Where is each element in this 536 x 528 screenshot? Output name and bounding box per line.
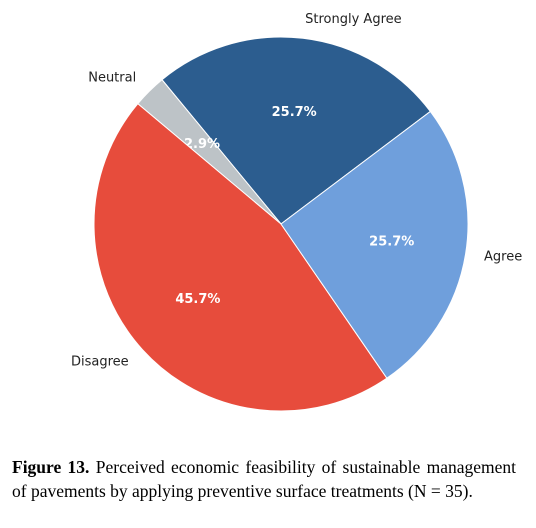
slice-label: Agree — [484, 250, 522, 265]
value-label: 25.7% — [272, 105, 317, 120]
caption-label: Figure 13. — [12, 457, 90, 477]
value-label: 45.7% — [175, 292, 220, 307]
pie-slice — [161, 36, 432, 225]
slice-label: Neutral — [88, 70, 136, 85]
value-label: 25.7% — [369, 235, 414, 250]
slice-label: Disagree — [71, 355, 129, 370]
caption: Figure 13. Perceived economic feasibilit… — [12, 455, 516, 503]
pie-slice — [280, 110, 469, 379]
caption-text: Perceived economic feasibility of sustai… — [12, 457, 516, 501]
value-label: 2.9% — [184, 137, 220, 152]
slice-label: Strongly Agree — [305, 12, 402, 27]
chart: Strongly Agree 25.7% Neutral 2.9% Disagree 45… — [71, 12, 522, 412]
pie-slice — [93, 102, 388, 412]
